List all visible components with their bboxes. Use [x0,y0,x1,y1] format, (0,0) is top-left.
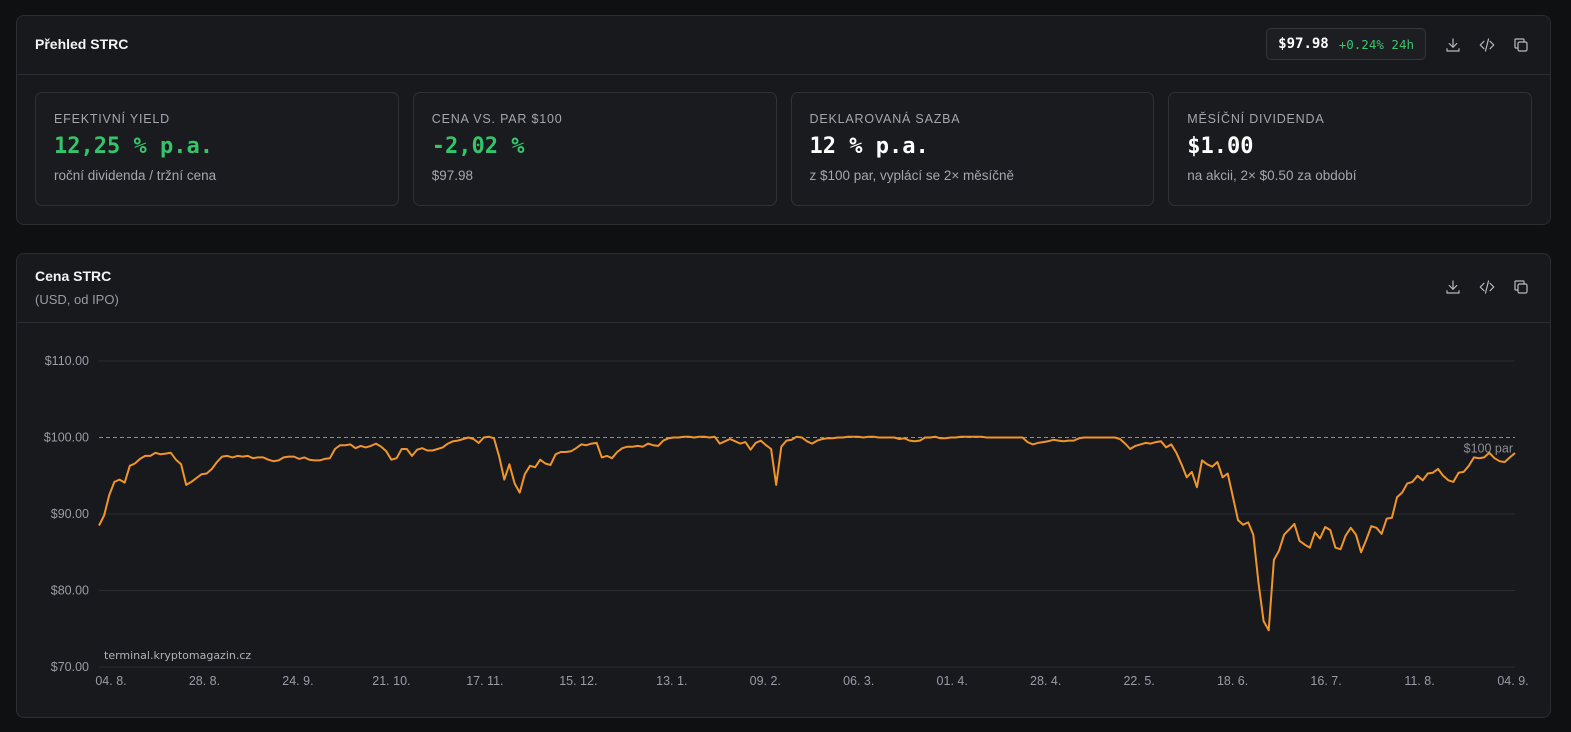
x-tick-label: 06. 3. [843,674,874,688]
code-icon[interactable] [1476,276,1498,298]
card-value: $1.00 [1187,134,1254,159]
download-icon[interactable] [1442,276,1464,298]
copy-icon[interactable] [1510,34,1532,56]
price-series-line [98,435,1516,632]
x-tick-label: 13. 1. [656,674,687,688]
x-tick-label: 28. 8. [189,674,220,688]
price-line-chart: $70.00 $80.00 $90.00 $100.00 $110.00 $100 par… [44,354,1529,688]
price-change-24h: +0.24% 24h [1338,36,1414,52]
x-tick-label: 11. 8. [1404,674,1434,688]
x-tick-label: 04. 8. [95,674,126,688]
current-price: $97.98 [1278,36,1329,52]
watermark-label: terminal.kryptomagazin.cz [104,649,251,662]
x-tick-label: 04. 9. [1497,674,1528,688]
metric-card-price-vs-par: CENA VS. PAR $100 -2,02 % $97.98 [412,92,777,206]
card-label: CENA VS. PAR $100 [431,112,563,126]
copy-icon[interactable] [1510,276,1532,298]
metric-card-monthly-dividend: MĚSÍČNÍ DIVIDENDA $1.00 na akcii, 2× $0.… [1168,92,1532,206]
par-reference-label: $100 par [1464,442,1513,456]
code-icon[interactable] [1476,34,1498,56]
x-tick-label: 16. 7. [1310,674,1341,688]
metric-card-declared-rate: DEKLAROVANÁ SAZBA 12 % p.a. z $100 par, … [790,92,1155,206]
card-description: na akcii, 2× $0.50 za období [1187,168,1357,183]
chart-subtitle: (USD, od IPO) [35,292,119,307]
overview-actions [1442,34,1532,56]
x-tick-label: 09. 2. [750,674,781,688]
download-icon[interactable] [1442,34,1464,56]
card-value: 12 % p.a. [809,134,929,159]
card-label: DEKLAROVANÁ SAZBA [809,112,961,126]
card-description: z $100 par, vyplácí se 2× měsíčně [809,168,1015,183]
y-tick-label: $70.00 [51,660,89,674]
overview-header: Přehled STRC $97.98 +0.24% 24h [17,16,1550,75]
y-tick-label: $80.00 [51,584,89,598]
card-description: $97.98 [431,168,474,183]
card-description: roční dividenda / tržní cena [54,168,217,183]
card-label: MĚSÍČNÍ DIVIDENDA [1187,112,1325,126]
x-tick-label: 01. 4. [937,674,968,688]
card-value: -2,02 % [431,134,525,159]
chart-title: Cena STRC [35,268,112,284]
x-tick-label: 24. 9. [282,674,313,688]
x-tick-label: 18. 6. [1217,674,1248,688]
x-tick-label: 28. 4. [1030,674,1061,688]
overview-title: Přehled STRC [35,36,129,52]
x-tick-label: 22. 5. [1123,674,1154,688]
x-tick-label: 15. 12. [559,674,597,688]
chart-actions [1442,276,1532,298]
y-tick-label: $90.00 [51,507,89,521]
price-chart-panel: Cena STRC (USD, od IPO) $70.00 $80.00 $90.… [16,253,1551,718]
x-tick-label: 17. 11. [466,674,503,688]
card-value: 12,25 % p.a. [54,134,213,159]
metric-card-effective-yield: EFEKTIVNÍ YIELD 12,25 % p.a. roční divid… [35,92,399,206]
x-tick-label: 21. 10. [372,674,410,688]
card-label: EFEKTIVNÍ YIELD [54,112,170,126]
chart-header: Cena STRC (USD, od IPO) [17,254,1550,323]
y-tick-label: $100.00 [44,431,89,445]
price-ticker: $97.98 +0.24% 24h [1266,28,1426,60]
metric-cards: EFEKTIVNÍ YIELD 12,25 % p.a. roční divid… [35,92,1532,206]
overview-panel: Přehled STRC $97.98 +0.24% 24h EFEKTIVNÍ… [16,15,1551,225]
y-tick-label: $110.00 [45,354,89,368]
